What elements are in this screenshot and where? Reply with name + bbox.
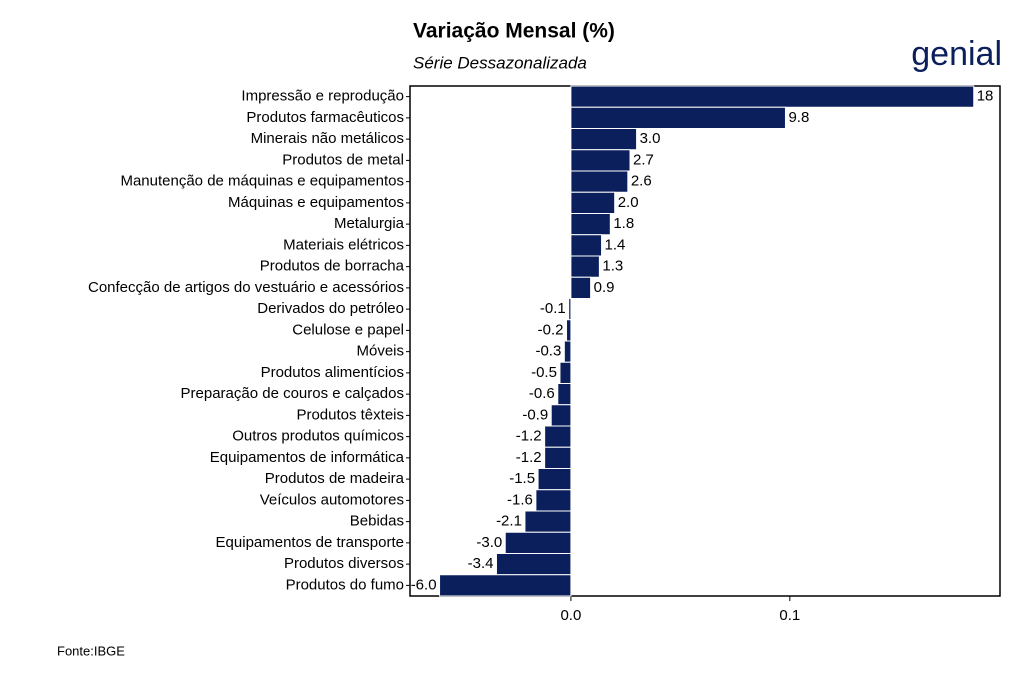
value-label: 18 (977, 88, 994, 105)
bar (495, 553, 572, 576)
bar (544, 446, 572, 469)
value-label: -3.4 (468, 555, 494, 572)
y-tick-label: Veículos automotores (260, 491, 404, 508)
value-label: -0.5 (531, 364, 557, 381)
value-label: -0.2 (538, 321, 564, 338)
y-tick-label: Celulose e papel (292, 321, 404, 338)
bar (557, 383, 572, 406)
bar (550, 404, 572, 427)
bar (568, 298, 572, 321)
value-label: -1.2 (516, 449, 542, 466)
value-label: 2.7 (633, 151, 654, 168)
value-label: -0.6 (529, 385, 555, 402)
value-label: -6.0 (411, 576, 437, 593)
bar (570, 128, 638, 151)
chart-title: Variação Mensal (%) (413, 20, 615, 43)
y-tick-label: Produtos de madeira (265, 470, 405, 487)
bar (570, 276, 592, 299)
value-label: 1.4 (605, 236, 626, 253)
bar (570, 170, 629, 193)
bar (570, 213, 611, 236)
value-label: -0.1 (540, 300, 566, 317)
value-label: 1.3 (602, 258, 623, 275)
value-label: 1.8 (613, 215, 634, 232)
bar (570, 234, 603, 257)
x-tick-label: 0.1 (779, 607, 800, 624)
y-tick-label: Impressão e reprodução (241, 88, 404, 105)
y-tick-label: Minerais não metálicos (251, 130, 404, 147)
y-tick-label: Produtos de metal (282, 151, 404, 168)
y-tick-label: Bebidas (350, 513, 404, 530)
y-tick-label: Confecção de artigos do vestuário e aces… (88, 279, 404, 296)
value-label: -1.5 (509, 470, 535, 487)
bar (544, 425, 572, 448)
bar (570, 106, 786, 129)
y-tick-label: Móveis (356, 343, 404, 360)
y-tick-label: Materiais elétricos (283, 236, 404, 253)
bar (439, 574, 572, 597)
bar (566, 319, 572, 342)
bar (570, 85, 975, 108)
logo: genial (911, 35, 1002, 73)
bar (570, 149, 631, 172)
bar (535, 489, 572, 512)
bar (524, 510, 572, 533)
y-tick-label: Produtos farmacêuticos (246, 109, 404, 126)
y-tick-label: Produtos do fumo (286, 576, 404, 593)
value-label: 3.0 (640, 130, 661, 147)
value-label: -0.9 (522, 406, 548, 423)
y-tick-label: Produtos diversos (284, 555, 404, 572)
bar (537, 468, 572, 491)
y-tick-label: Outros produtos químicos (232, 428, 404, 445)
y-tick-label: Equipamentos de transporte (216, 534, 404, 551)
y-tick-label: Preparação de couros e calçados (181, 385, 404, 402)
value-label: -0.3 (535, 343, 561, 360)
y-tick-label: Equipamentos de informática (210, 449, 405, 466)
y-tick-label: Produtos têxteis (296, 406, 404, 423)
bar (559, 361, 572, 384)
value-label: -1.2 (516, 428, 542, 445)
value-label: 9.8 (788, 109, 809, 126)
value-label: -2.1 (496, 513, 522, 530)
source: Fonte:IBGE (57, 643, 125, 658)
bar (563, 340, 572, 363)
y-tick-label: Produtos alimentícios (261, 364, 404, 381)
x-tick-label: 0.0 (560, 607, 581, 624)
y-tick-label: Produtos de borracha (260, 258, 405, 275)
y-tick-label: Máquinas e equipamentos (228, 194, 404, 211)
value-label: 2.6 (631, 173, 652, 190)
bar (570, 255, 600, 278)
value-label: 2.0 (618, 194, 639, 211)
value-label: 0.9 (594, 279, 615, 296)
value-label: -3.0 (476, 534, 502, 551)
y-tick-label: Derivados do petróleo (257, 300, 404, 317)
chart-subtitle: Série Dessazonalizada (413, 53, 587, 72)
bar (570, 191, 616, 214)
bar (504, 531, 572, 554)
value-label: -1.6 (507, 491, 533, 508)
y-tick-label: Manutenção de máquinas e equipamentos (120, 173, 404, 190)
y-tick-label: Metalurgia (334, 215, 405, 232)
